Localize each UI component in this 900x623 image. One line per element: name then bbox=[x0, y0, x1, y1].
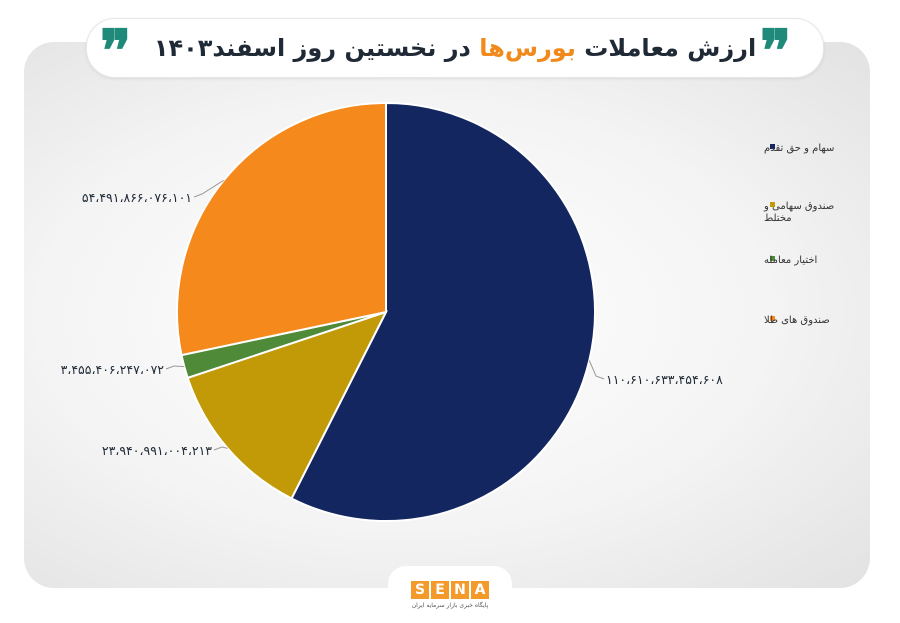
legend-marker-3 bbox=[770, 256, 775, 261]
data-label-1: ۱۱۰،۶۱۰،۶۳۳،۴۵۴،۶۰۸ bbox=[606, 372, 723, 387]
leader-line-1 bbox=[588, 360, 605, 380]
logo-letter-a: A bbox=[471, 580, 489, 599]
logo-letter-e: E bbox=[431, 580, 449, 599]
value-labels: ۱۱۰،۶۱۰،۶۳۳،۴۵۴،۶۰۸ ۲۳،۹۴۰،۹۹۱،۰۰۴،۲۱۳ ۳،۴… bbox=[61, 190, 724, 458]
title-bar: ارزش معاملات بورس‌ها در نخستین روز اسفند… bbox=[86, 18, 824, 78]
legend-marker-1 bbox=[770, 144, 775, 149]
leader-lines bbox=[165, 179, 605, 451]
legend-label-4: صندوق های طلا bbox=[764, 315, 830, 326]
leader-line-2 bbox=[213, 446, 228, 451]
quote-left-icon: ❞ bbox=[100, 17, 132, 85]
legend-marker-4 bbox=[770, 316, 775, 321]
leader-line-4 bbox=[193, 179, 224, 198]
logo-letter-s: S bbox=[411, 580, 429, 599]
chart-title: ارزش معاملات بورس‌ها در نخستین روز اسفند… bbox=[153, 34, 757, 62]
logo-letter-n: N bbox=[451, 580, 469, 599]
title-year: ۱۴۰۳ bbox=[153, 34, 213, 62]
data-label-4: ۵۴،۴۹۱،۸۶۶،۰۷۶،۱۰۱ bbox=[82, 190, 192, 205]
legend-label-3: اختیار معامله bbox=[764, 255, 817, 266]
legend-marker-2 bbox=[770, 202, 775, 207]
sena-logo: S E N A پایگاه خبری بازار سرمایه ایران bbox=[388, 566, 512, 623]
title-highlight: بورس‌ها bbox=[479, 34, 576, 62]
pie-slices bbox=[176, 101, 596, 522]
pie-slice-4 bbox=[176, 101, 387, 357]
pie-slice-1 bbox=[290, 101, 596, 522]
logo-subtitle: پایگاه خبری بازار سرمایه ایران bbox=[411, 601, 489, 609]
leader-line-3 bbox=[165, 365, 185, 370]
data-label-2: ۲۳،۹۴۰،۹۹۱،۰۰۴،۲۱۳ bbox=[102, 443, 212, 458]
data-label-3: ۳،۴۵۵،۴۰۶،۲۴۷،۰۷۲ bbox=[61, 362, 165, 377]
legend-label-2-line-2: مختلط bbox=[764, 213, 792, 224]
legend-label-1: سهام و حق تقدم bbox=[764, 143, 834, 154]
quote-right-icon: ❞ bbox=[760, 17, 792, 85]
legend-label-2-line-1: صندوق سهامی و bbox=[763, 201, 834, 212]
